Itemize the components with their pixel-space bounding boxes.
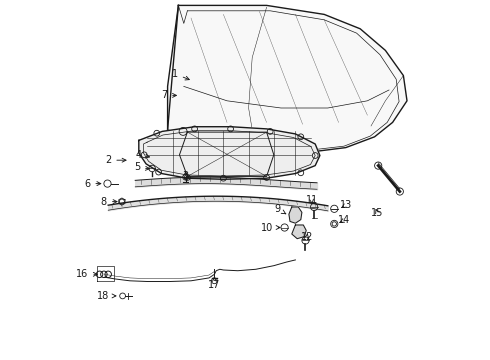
- Polygon shape: [289, 207, 302, 223]
- Text: 14: 14: [338, 215, 350, 225]
- Text: 9: 9: [274, 204, 286, 214]
- Text: 2: 2: [105, 155, 126, 165]
- Polygon shape: [168, 5, 407, 153]
- Text: 10: 10: [261, 222, 280, 233]
- Text: 17: 17: [208, 277, 220, 290]
- Polygon shape: [139, 127, 320, 179]
- Text: 18: 18: [97, 291, 116, 301]
- Text: 7: 7: [161, 90, 176, 100]
- Text: 3: 3: [183, 171, 189, 181]
- Text: 15: 15: [371, 208, 384, 218]
- Polygon shape: [292, 225, 306, 239]
- Text: 11: 11: [305, 195, 318, 205]
- Text: 13: 13: [340, 200, 352, 210]
- Text: 16: 16: [76, 269, 97, 279]
- Text: 8: 8: [101, 197, 117, 207]
- Text: 4: 4: [136, 150, 149, 160]
- Text: 6: 6: [84, 179, 101, 189]
- Text: 5: 5: [134, 162, 149, 172]
- Text: 1: 1: [172, 69, 189, 80]
- Text: 12: 12: [301, 232, 313, 242]
